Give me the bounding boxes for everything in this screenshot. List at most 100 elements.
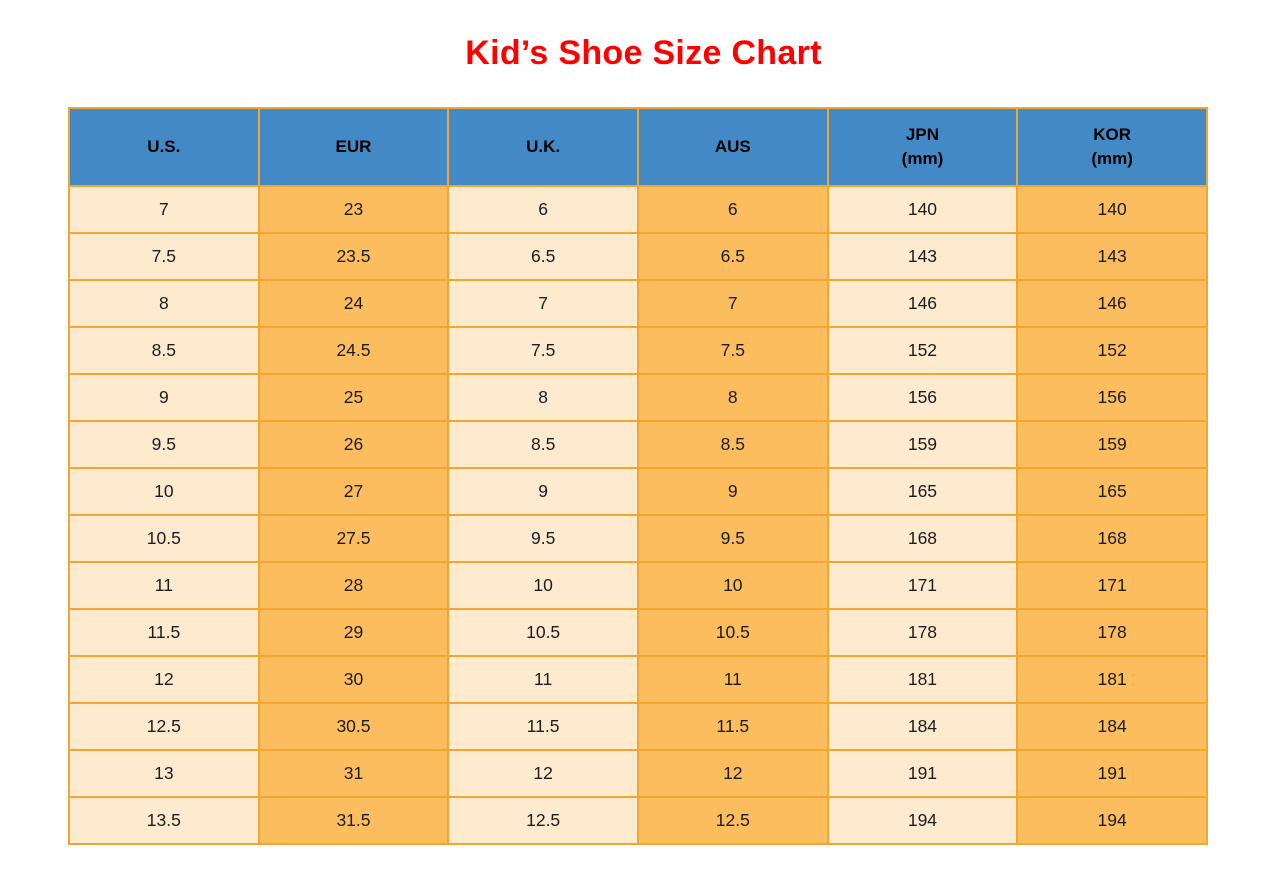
- table-cell: 10.5: [636, 608, 829, 657]
- table-cell: 146: [1016, 279, 1208, 328]
- table-cell: 23: [257, 185, 450, 234]
- table-row: 7.5 23.5 6.5 6.5 143 143: [68, 232, 1208, 281]
- table-cell: 191: [1016, 749, 1208, 798]
- shoe-size-table: U.S. EUR U.K. AUS JPN (mm): [68, 107, 1208, 845]
- header-cell-us: U.S.: [68, 107, 260, 187]
- table-row: 12 30 11 11 181 181: [68, 655, 1208, 704]
- table-cell: 159: [1016, 420, 1208, 469]
- table-row: 10 27 9 9 165 165: [68, 467, 1208, 516]
- table-cell: 11.5: [447, 702, 639, 751]
- table-cell: 194: [1016, 796, 1208, 845]
- table-cell: 30: [257, 655, 450, 704]
- header-label: U.K.: [526, 137, 561, 156]
- table-cell: 184: [826, 702, 1019, 751]
- table-cell: 26: [257, 420, 450, 469]
- table-cell: 12.5: [636, 796, 829, 845]
- table-cell: 12: [636, 749, 829, 798]
- table-cell: 27: [257, 467, 450, 516]
- table-cell: 140: [1016, 185, 1208, 234]
- table-cell: 168: [1016, 514, 1208, 563]
- table-header-row: U.S. EUR U.K. AUS JPN (mm): [68, 107, 1208, 187]
- table-cell: 10: [68, 467, 260, 516]
- table-cell: 181: [826, 655, 1019, 704]
- table-cell: 152: [826, 326, 1019, 375]
- table-cell: 178: [826, 608, 1019, 657]
- table-cell: 10.5: [68, 514, 260, 563]
- table-cell: 8: [447, 373, 639, 422]
- table-cell: 194: [826, 796, 1019, 845]
- table-cell: 143: [826, 232, 1019, 281]
- table-header: U.S. EUR U.K. AUS JPN (mm): [68, 107, 1208, 187]
- table-cell: 143: [1016, 232, 1208, 281]
- table-cell: 6: [447, 185, 639, 234]
- table-row: 13 31 12 12 191 191: [68, 749, 1208, 798]
- header-sublabel: (mm): [1091, 149, 1133, 168]
- table-cell: 156: [1016, 373, 1208, 422]
- table-cell: 7.5: [447, 326, 639, 375]
- table-cell: 6.5: [636, 232, 829, 281]
- table-cell: 159: [826, 420, 1019, 469]
- table-cell: 9: [636, 467, 829, 516]
- table-cell: 8.5: [447, 420, 639, 469]
- table-cell: 11.5: [636, 702, 829, 751]
- header-cell-jpn: JPN (mm): [826, 107, 1019, 187]
- table-cell: 181: [1016, 655, 1208, 704]
- table-cell: 9.5: [447, 514, 639, 563]
- table-cell: 31.5: [257, 796, 450, 845]
- table-cell: 29: [257, 608, 450, 657]
- table-cell: 178: [1016, 608, 1208, 657]
- table-cell: 13.5: [68, 796, 260, 845]
- table-cell: 25: [257, 373, 450, 422]
- table-cell: 12.5: [447, 796, 639, 845]
- table-row: 8.5 24.5 7.5 7.5 152 152: [68, 326, 1208, 375]
- table-cell: 9: [447, 467, 639, 516]
- table-cell: 140: [826, 185, 1019, 234]
- table-cell: 30.5: [257, 702, 450, 751]
- table-cell: 31: [257, 749, 450, 798]
- table-cell: 165: [826, 467, 1019, 516]
- header-label: KOR: [1093, 125, 1132, 144]
- table-cell: 156: [826, 373, 1019, 422]
- table-cell: 6.5: [447, 232, 639, 281]
- table-cell: 171: [826, 561, 1019, 610]
- table-cell: 12: [68, 655, 260, 704]
- header-sublabel: (mm): [901, 149, 944, 168]
- table-cell: 171: [1016, 561, 1208, 610]
- page-title: Kid’s Shoe Size Chart: [465, 34, 822, 72]
- table-row: 11.5 29 10.5 10.5 178 178: [68, 608, 1208, 657]
- table-cell: 9: [68, 373, 260, 422]
- table-row: 9 25 8 8 156 156: [68, 373, 1208, 422]
- header-cell-eur: EUR: [257, 107, 450, 187]
- header-cell-uk: U.K.: [447, 107, 639, 187]
- table-row: 8 24 7 7 146 146: [68, 279, 1208, 328]
- table-row: 13.5 31.5 12.5 12.5 194 194: [68, 796, 1208, 845]
- table-cell: 152: [1016, 326, 1208, 375]
- table-cell: 7.5: [636, 326, 829, 375]
- table-cell: 24: [257, 279, 450, 328]
- table-cell: 27.5: [257, 514, 450, 563]
- header-label: U.S.: [147, 137, 181, 156]
- table-cell: 191: [826, 749, 1019, 798]
- table-row: 10.5 27.5 9.5 9.5 168 168: [68, 514, 1208, 563]
- table-row: 12.5 30.5 11.5 11.5 184 184: [68, 702, 1208, 751]
- table-cell: 10.5: [447, 608, 639, 657]
- table-cell: 10: [636, 561, 829, 610]
- table-cell: 11: [636, 655, 829, 704]
- table-row: 11 28 10 10 171 171: [68, 561, 1208, 610]
- table-cell: 8.5: [636, 420, 829, 469]
- table-row: 9.5 26 8.5 8.5 159 159: [68, 420, 1208, 469]
- table-cell: 13: [68, 749, 260, 798]
- table-cell: 7: [68, 185, 260, 234]
- table-cell: 9.5: [636, 514, 829, 563]
- table-cell: 8.5: [68, 326, 260, 375]
- table-cell: 6: [636, 185, 829, 234]
- table-body: 7 23 6 6 140 140 7.5 23.5 6.5 6.5 143 143 8 24 7 7 146 14…: [68, 185, 1208, 845]
- table-cell: 11: [447, 655, 639, 704]
- table-cell: 28: [257, 561, 450, 610]
- table-cell: 12: [447, 749, 639, 798]
- table-cell: 10: [447, 561, 639, 610]
- header-cell-aus: AUS: [636, 107, 829, 187]
- table-cell: 168: [826, 514, 1019, 563]
- header-label: EUR: [335, 137, 372, 156]
